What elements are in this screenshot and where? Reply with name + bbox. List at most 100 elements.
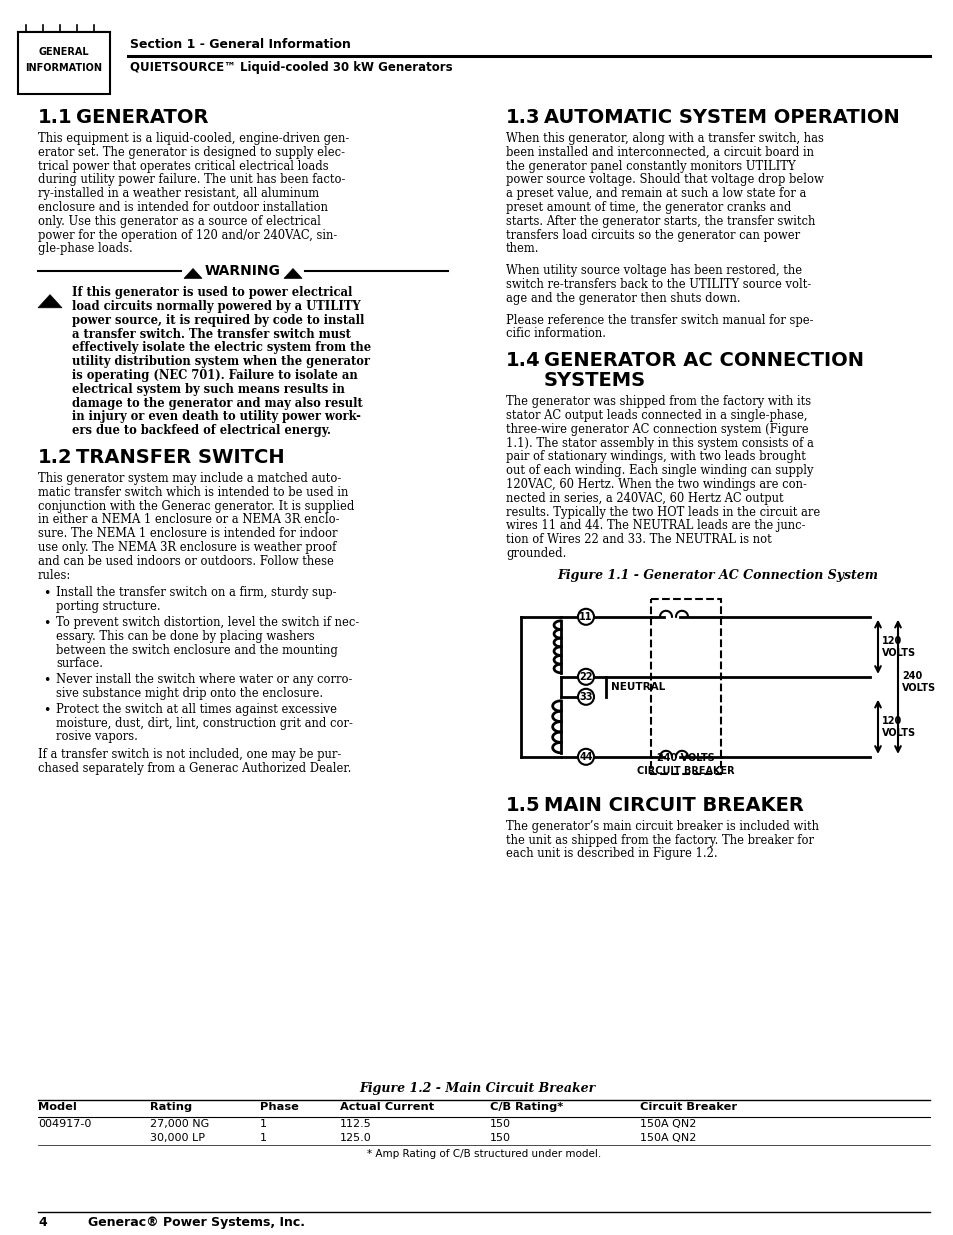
Text: MAIN CIRCUIT BREAKER: MAIN CIRCUIT BREAKER bbox=[543, 795, 803, 815]
Text: enclosure and is intended for outdoor installation: enclosure and is intended for outdoor in… bbox=[38, 201, 328, 214]
Text: 22: 22 bbox=[578, 672, 592, 682]
Text: power for the operation of 120 and/or 240VAC, sin-: power for the operation of 120 and/or 24… bbox=[38, 228, 337, 242]
Text: 120VAC, 60 Hertz. When the two windings are con-: 120VAC, 60 Hertz. When the two windings … bbox=[505, 478, 806, 492]
Text: three-wire generator AC connection system (Figure: three-wire generator AC connection syste… bbox=[505, 422, 808, 436]
Text: preset amount of time, the generator cranks and: preset amount of time, the generator cra… bbox=[505, 201, 791, 214]
Text: transfers load circuits so the generator can power: transfers load circuits so the generator… bbox=[505, 228, 800, 242]
Text: If this generator is used to power electrical: If this generator is used to power elect… bbox=[71, 287, 352, 299]
Text: Figure 1.2 - Main Circuit Breaker: Figure 1.2 - Main Circuit Breaker bbox=[358, 1082, 595, 1095]
Text: trical power that operates critical electrical loads: trical power that operates critical elec… bbox=[38, 159, 328, 173]
Text: Never install the switch where water or any corro-: Never install the switch where water or … bbox=[56, 673, 352, 687]
Text: utility distribution system when the generator: utility distribution system when the gen… bbox=[71, 356, 370, 368]
Circle shape bbox=[578, 609, 594, 625]
Text: 112.5: 112.5 bbox=[339, 1119, 372, 1129]
Text: grounded.: grounded. bbox=[505, 547, 566, 559]
Circle shape bbox=[578, 748, 594, 764]
Text: !: ! bbox=[291, 269, 294, 278]
Text: results. Typically the two HOT leads in the circuit are: results. Typically the two HOT leads in … bbox=[505, 505, 820, 519]
Text: power source voltage. Should that voltage drop below: power source voltage. Should that voltag… bbox=[505, 173, 823, 186]
Text: ers due to backfeed of electrical energy.: ers due to backfeed of electrical energy… bbox=[71, 424, 331, 437]
Text: chased separately from a Generac Authorized Dealer.: chased separately from a Generac Authori… bbox=[38, 762, 351, 776]
Text: WARNING: WARNING bbox=[205, 264, 280, 278]
Text: in either a NEMA 1 enclosure or a NEMA 3R enclo-: in either a NEMA 1 enclosure or a NEMA 3… bbox=[38, 514, 339, 526]
Text: electrical system by such means results in: electrical system by such means results … bbox=[71, 383, 345, 395]
Text: •: • bbox=[43, 704, 51, 716]
Text: rosive vapors.: rosive vapors. bbox=[56, 730, 138, 743]
Text: 1.3: 1.3 bbox=[505, 107, 540, 127]
Text: •: • bbox=[43, 674, 51, 687]
Text: Install the transfer switch on a firm, sturdy sup-: Install the transfer switch on a firm, s… bbox=[56, 587, 336, 599]
Text: erator set. The generator is designed to supply elec-: erator set. The generator is designed to… bbox=[38, 146, 345, 159]
Text: load circuits normally powered by a UTILITY: load circuits normally powered by a UTIL… bbox=[71, 300, 360, 312]
Text: switch re-transfers back to the UTILITY source volt-: switch re-transfers back to the UTILITY … bbox=[505, 278, 810, 291]
Text: Actual Current: Actual Current bbox=[339, 1102, 434, 1112]
Text: 150: 150 bbox=[490, 1119, 511, 1129]
Text: 240
VOLTS: 240 VOLTS bbox=[901, 671, 935, 693]
Text: 004917-0: 004917-0 bbox=[38, 1119, 91, 1129]
Text: conjunction with the Generac generator. It is supplied: conjunction with the Generac generator. … bbox=[38, 500, 354, 513]
Text: stator AC output leads connected in a single-phase,: stator AC output leads connected in a si… bbox=[505, 409, 806, 422]
Text: Phase: Phase bbox=[260, 1102, 298, 1112]
Text: damage to the generator and may also result: damage to the generator and may also res… bbox=[71, 396, 362, 410]
Text: pair of stationary windings, with two leads brought: pair of stationary windings, with two le… bbox=[505, 451, 805, 463]
Text: 1: 1 bbox=[260, 1132, 267, 1144]
Text: This equipment is a liquid-cooled, engine-driven gen-: This equipment is a liquid-cooled, engin… bbox=[38, 132, 349, 144]
Text: To prevent switch distortion, level the switch if nec-: To prevent switch distortion, level the … bbox=[56, 616, 359, 629]
Text: 1.5: 1.5 bbox=[505, 795, 540, 815]
Text: a preset value, and remain at such a low state for a: a preset value, and remain at such a low… bbox=[505, 188, 805, 200]
Text: 1.2: 1.2 bbox=[38, 448, 72, 467]
Text: 4: 4 bbox=[38, 1216, 47, 1229]
Text: age and the generator then shuts down.: age and the generator then shuts down. bbox=[505, 291, 740, 305]
Text: 27,000 NG: 27,000 NG bbox=[150, 1119, 209, 1129]
Text: 30,000 LP: 30,000 LP bbox=[150, 1132, 205, 1144]
Text: Generac® Power Systems, Inc.: Generac® Power Systems, Inc. bbox=[88, 1216, 305, 1229]
Circle shape bbox=[578, 669, 594, 684]
Text: Protect the switch at all times against excessive: Protect the switch at all times against … bbox=[56, 703, 336, 716]
Polygon shape bbox=[284, 268, 302, 278]
Text: is operating (NEC 701). Failure to isolate an: is operating (NEC 701). Failure to isola… bbox=[71, 369, 357, 382]
Text: power source, it is required by code to install: power source, it is required by code to … bbox=[71, 314, 364, 327]
Text: !: ! bbox=[48, 298, 51, 306]
Text: Figure 1.1 - Generator AC Connection System: Figure 1.1 - Generator AC Connection Sys… bbox=[557, 569, 878, 582]
Text: 120
VOLTS: 120 VOLTS bbox=[882, 716, 915, 737]
Text: Rating: Rating bbox=[150, 1102, 192, 1112]
FancyBboxPatch shape bbox=[18, 32, 110, 94]
Text: them.: them. bbox=[505, 242, 539, 256]
Text: 150: 150 bbox=[490, 1132, 511, 1144]
Text: essary. This can be done by placing washers: essary. This can be done by placing wash… bbox=[56, 630, 314, 642]
Text: 120
VOLTS: 120 VOLTS bbox=[882, 636, 915, 657]
Text: effectively isolate the electric system from the: effectively isolate the electric system … bbox=[71, 341, 371, 354]
Text: wires 11 and 44. The NEUTRAL leads are the junc-: wires 11 and 44. The NEUTRAL leads are t… bbox=[505, 520, 804, 532]
Text: Model: Model bbox=[38, 1102, 77, 1112]
Text: •: • bbox=[43, 618, 51, 630]
Text: out of each winding. Each single winding can supply: out of each winding. Each single winding… bbox=[505, 464, 813, 477]
Text: !: ! bbox=[191, 269, 194, 278]
Text: gle-phase loads.: gle-phase loads. bbox=[38, 242, 132, 256]
Text: between the switch enclosure and the mounting: between the switch enclosure and the mou… bbox=[56, 643, 337, 657]
Text: When utility source voltage has been restored, the: When utility source voltage has been res… bbox=[505, 264, 801, 277]
Text: 33: 33 bbox=[578, 692, 592, 701]
Text: nected in series, a 240VAC, 60 Hertz AC output: nected in series, a 240VAC, 60 Hertz AC … bbox=[505, 492, 782, 505]
Text: SYSTEMS: SYSTEMS bbox=[543, 372, 645, 390]
Text: a transfer switch. The transfer switch must: a transfer switch. The transfer switch m… bbox=[71, 327, 351, 341]
Text: QUIETSOURCE™ Liquid-cooled 30 kW Generators: QUIETSOURCE™ Liquid-cooled 30 kW Generat… bbox=[130, 62, 452, 74]
Text: cific information.: cific information. bbox=[505, 327, 605, 341]
Text: GENERATOR AC CONNECTION: GENERATOR AC CONNECTION bbox=[543, 351, 863, 370]
Text: The generator’s main circuit breaker is included with: The generator’s main circuit breaker is … bbox=[505, 820, 818, 832]
Text: starts. After the generator starts, the transfer switch: starts. After the generator starts, the … bbox=[505, 215, 815, 227]
Circle shape bbox=[578, 689, 594, 705]
Text: 44: 44 bbox=[578, 752, 592, 762]
Text: tion of Wires 22 and 33. The NEUTRAL is not: tion of Wires 22 and 33. The NEUTRAL is … bbox=[505, 534, 771, 546]
Text: moisture, dust, dirt, lint, construction grit and cor-: moisture, dust, dirt, lint, construction… bbox=[56, 716, 353, 730]
Text: Please reference the transfer switch manual for spe-: Please reference the transfer switch man… bbox=[505, 314, 813, 326]
Text: The generator was shipped from the factory with its: The generator was shipped from the facto… bbox=[505, 395, 810, 409]
Text: porting structure.: porting structure. bbox=[56, 600, 160, 614]
Text: 11: 11 bbox=[578, 611, 592, 621]
Text: sure. The NEMA 1 enclosure is intended for indoor: sure. The NEMA 1 enclosure is intended f… bbox=[38, 527, 337, 540]
Text: 1.1). The stator assembly in this system consists of a: 1.1). The stator assembly in this system… bbox=[505, 437, 813, 450]
Polygon shape bbox=[184, 268, 202, 278]
Text: the generator panel constantly monitors UTILITY: the generator panel constantly monitors … bbox=[505, 159, 795, 173]
Text: GENERAL: GENERAL bbox=[39, 47, 90, 57]
Text: * Amp Rating of C/B structured under model.: * Amp Rating of C/B structured under mod… bbox=[367, 1149, 600, 1158]
Text: use only. The NEMA 3R enclosure is weather proof: use only. The NEMA 3R enclosure is weath… bbox=[38, 541, 336, 555]
